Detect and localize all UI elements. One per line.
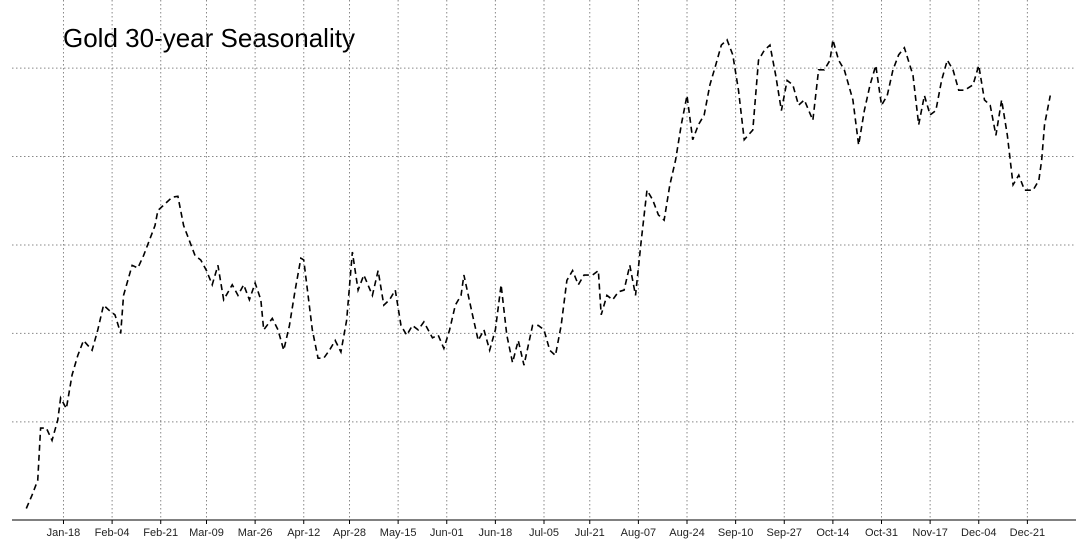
x-tick-label: May-15 [380, 527, 417, 539]
data-line [25, 38, 1052, 509]
x-tick-label: Jan-18 [47, 527, 81, 539]
x-tick-label: Dec-04 [961, 527, 996, 539]
x-tick-label: Apr-28 [333, 527, 366, 539]
x-tick-label: Aug-24 [669, 527, 704, 539]
x-tick-label: Nov-17 [912, 527, 947, 539]
x-tick-label: Feb-04 [95, 527, 130, 539]
x-tick-label: Aug-07 [621, 527, 656, 539]
x-tick-label: Mar-09 [189, 527, 224, 539]
x-tick-label: Mar-26 [238, 527, 273, 539]
x-tick-label: Oct-31 [865, 527, 898, 539]
x-tick-label: Jul-21 [575, 527, 605, 539]
x-tick-label: Sep-27 [767, 527, 802, 539]
x-tick-label: Jul-05 [529, 527, 559, 539]
x-tick-label: Apr-12 [287, 527, 320, 539]
x-tick-label: Dec-21 [1010, 527, 1045, 539]
x-tick-label: Feb-21 [143, 527, 178, 539]
x-tick-label: Jun-01 [430, 527, 464, 539]
x-tick-label: Jun-18 [479, 527, 513, 539]
chart-title: Gold 30-year Seasonality [63, 23, 355, 53]
x-tick-label: Oct-14 [816, 527, 849, 539]
x-tick-label: Sep-10 [718, 527, 753, 539]
